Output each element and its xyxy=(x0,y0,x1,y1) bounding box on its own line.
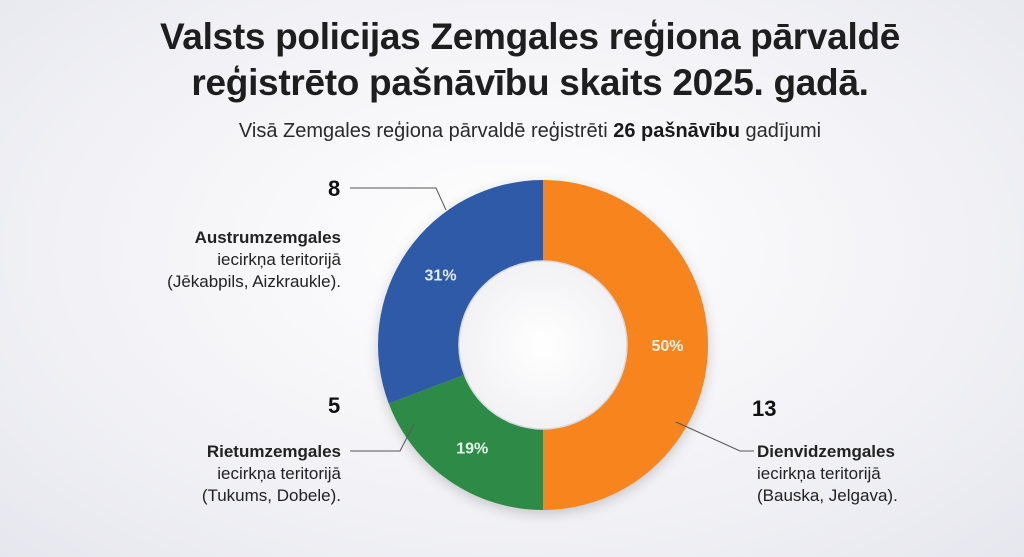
chart-title: Valsts policijas Zemgales reģiona pārval… xyxy=(0,14,1024,106)
label-dienvidzemgales-line2: iecirkņa teritorijā xyxy=(757,464,881,483)
title-line-2: reģistrēto pašnāvību skaits 2025. gadā. xyxy=(191,62,869,103)
count-rietumzemgales: 5 xyxy=(328,393,341,418)
leader-rietumzemgales xyxy=(350,423,415,452)
label-rietumzemgales: Rietumzemgales iecirkņa teritorijā (Tuku… xyxy=(202,441,341,507)
label-rietumzemgales-line3: (Tukums, Dobele). xyxy=(201,486,341,505)
title-line-1: Valsts policijas Zemgales reģiona pārval… xyxy=(159,16,901,57)
label-rietumzemgales-name: Rietumzemgales xyxy=(206,442,341,461)
subtitle-text-end: gadījumi xyxy=(739,120,822,142)
leader-austrumzemgales xyxy=(350,187,447,211)
label-dienvidzemgales: Dienvidzemgales iecirkņa teritorijā (Bau… xyxy=(757,441,898,507)
percent-label-austrumzemgales: 31% xyxy=(425,267,457,284)
label-dienvidzemgales-name: Dienvidzemgales xyxy=(757,442,895,461)
slice-rietumzemgales xyxy=(388,374,543,510)
subtitle-highlight: 26 pašnāvību xyxy=(613,120,740,142)
label-austrumzemgales-line3: (Jēkabpils, Aizkraukle). xyxy=(167,272,341,291)
label-austrumzemgales-line2: iecirkņa teritorijā xyxy=(217,250,341,269)
count-austrumzemgales: 8 xyxy=(328,176,341,201)
percent-label-dienvidzemgales: 50% xyxy=(651,338,683,355)
chart-subtitle: Visā Zemgales reģiona pārvaldē reģistrēt… xyxy=(0,120,1024,143)
slice-austrumzemgales xyxy=(378,179,543,404)
label-rietumzemgales-line2: iecirkņa teritorijā xyxy=(217,464,341,483)
slice-dienvidzemgales xyxy=(543,180,708,510)
label-austrumzemgales-name: Austrumzemgales xyxy=(194,228,341,247)
leader-dienvidzemgales xyxy=(675,421,754,452)
label-dienvidzemgales-line3: (Bauska, Jelgava). xyxy=(757,486,898,505)
subtitle-text-start: Visā Zemgales reģiona pārvaldē reģistrēt… xyxy=(238,120,614,142)
percent-label-rietumzemgales: 19% xyxy=(456,440,488,457)
donut-hole xyxy=(458,260,628,430)
count-dienvidzemgales: 13 xyxy=(752,396,777,421)
label-austrumzemgales: Austrumzemgales iecirkņa teritorijā (Jēk… xyxy=(167,227,341,293)
